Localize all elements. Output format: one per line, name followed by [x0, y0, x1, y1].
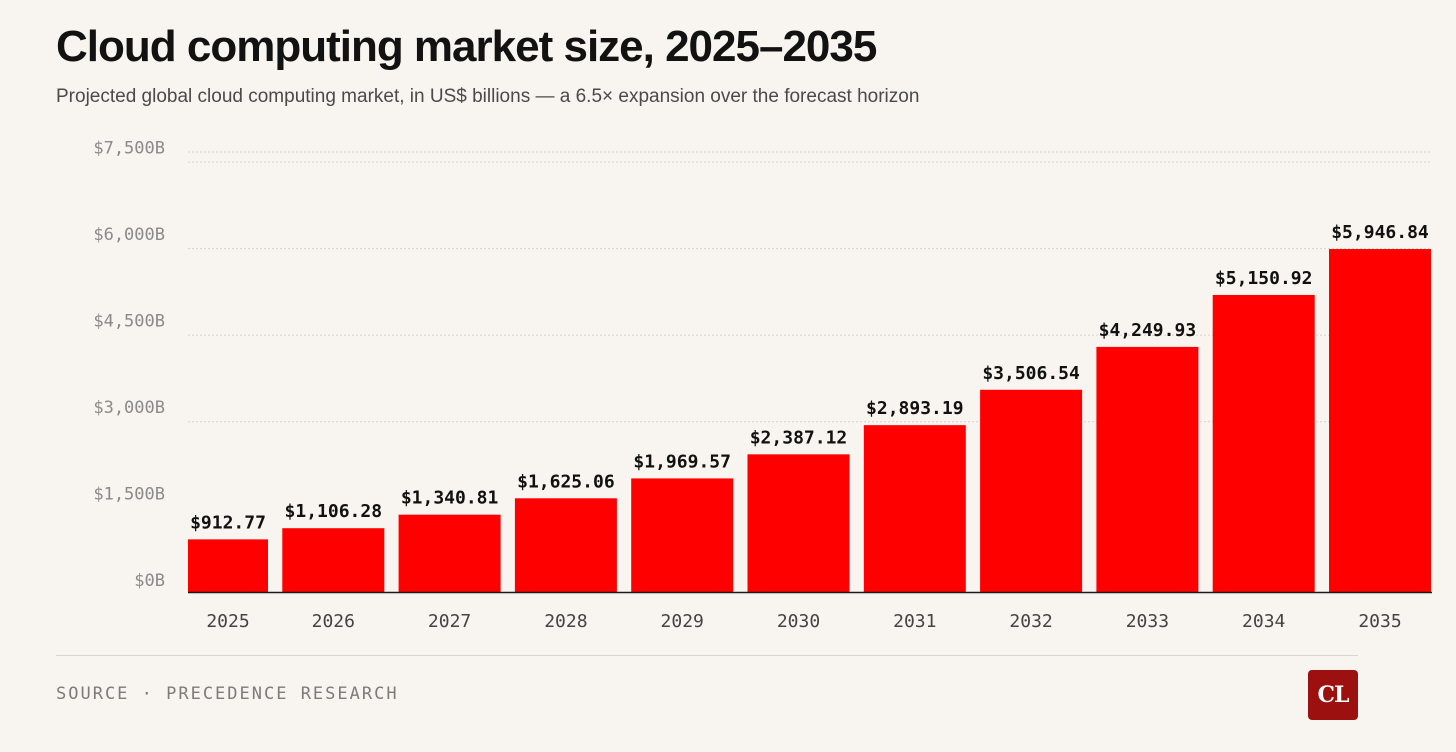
bar-2027 — [398, 514, 501, 592]
x-tick-label: 2031 — [893, 611, 936, 632]
data-label: $5,150.92 — [1215, 268, 1313, 289]
bar-2034 — [1212, 294, 1315, 592]
data-label: $1,340.81 — [401, 488, 499, 509]
x-tick-label: 2027 — [428, 611, 471, 632]
source-note: SOURCE · PRECEDENCE RESEARCH — [56, 684, 399, 704]
x-tick-label: 2033 — [1126, 611, 1169, 632]
bar-2030 — [747, 454, 850, 592]
y-tick-label: $4,500B — [93, 311, 165, 331]
data-labels: $912.77 $1,106.28 $1,340.81 $1,625.06 $1,969… — [190, 222, 1429, 533]
data-label: $1,969.57 — [633, 451, 731, 472]
y-tick-label: $3,000B — [93, 398, 165, 418]
data-label: $1,625.06 — [517, 471, 615, 492]
x-tick-label: 2035 — [1358, 611, 1401, 632]
chart-title: Cloud computing market size, 2025–2035 — [56, 22, 877, 71]
data-label: $2,387.12 — [750, 427, 848, 448]
data-label: $4,249.93 — [1099, 320, 1197, 341]
publisher-logo: CL — [1308, 670, 1358, 720]
y-tick-label: $1,500B — [93, 484, 165, 504]
bar-2032 — [980, 389, 1083, 592]
data-label: $912.77 — [190, 512, 266, 533]
data-label: $1,106.28 — [285, 501, 383, 522]
bar-2028 — [514, 498, 617, 592]
bars — [188, 249, 1431, 593]
bar-chart: $0B $1,500B $3,000B $4,500B $6,000B $7,500B $… — [93, 138, 1432, 632]
bar-2033 — [1096, 346, 1199, 592]
bar-2031 — [863, 425, 966, 592]
chart-subtitle: Projected global cloud computing market,… — [56, 86, 920, 107]
x-tick-label: 2030 — [777, 611, 820, 632]
bar-2035 — [1329, 249, 1431, 593]
data-label: $2,893.19 — [866, 398, 964, 419]
footer-divider — [56, 655, 1358, 656]
bar-2025 — [188, 539, 268, 592]
x-tick-label: 2034 — [1242, 611, 1285, 632]
bar-2026 — [282, 528, 385, 592]
y-tick-label: $7,500B — [93, 138, 165, 158]
x-tick-label: 2032 — [1009, 611, 1052, 632]
y-tick-label: $6,000B — [93, 225, 165, 245]
bar-2029 — [631, 478, 734, 592]
y-tick-label: $0B — [134, 571, 165, 591]
data-label: $5,946.84 — [1331, 222, 1429, 243]
data-label: $3,506.54 — [982, 363, 1080, 384]
x-tick-label: 2029 — [661, 611, 704, 632]
x-tick-label: 2026 — [312, 611, 355, 632]
x-tick-label: 2028 — [544, 611, 587, 632]
y-axis-tick-labels: $0B $1,500B $3,000B $4,500B $6,000B $7,500B — [93, 138, 165, 591]
x-axis-tick-labels: 2025 2026 2027 2028 2029 2030 2031 2032 2033 2034… — [206, 611, 1401, 632]
x-tick-label: 2025 — [206, 611, 249, 632]
